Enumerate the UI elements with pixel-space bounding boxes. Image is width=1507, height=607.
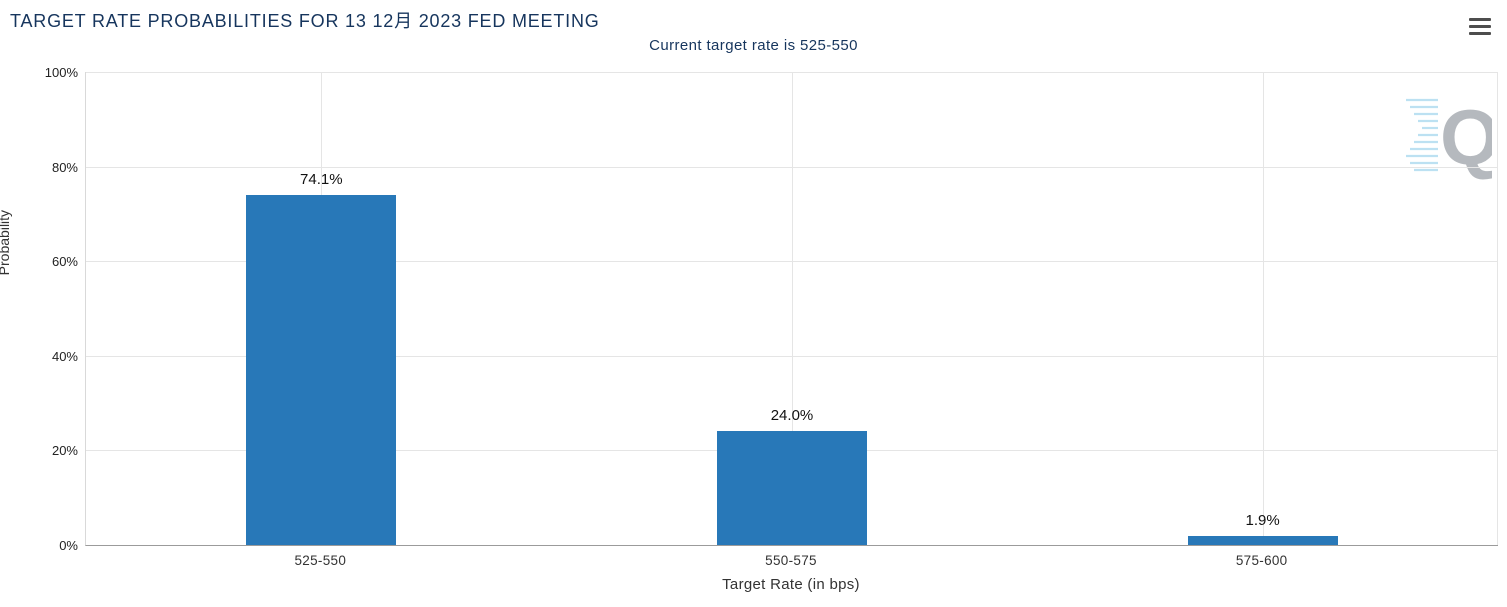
hamburger-menu-icon[interactable] <box>1469 18 1491 39</box>
bar-value-label: 74.1% <box>300 170 343 188</box>
svg-text:Q: Q <box>1440 93 1492 181</box>
x-tick-label: 575-600 <box>1235 553 1288 568</box>
y-tick-label: 40% <box>51 348 78 364</box>
x-tick-label: 525-550 <box>294 553 347 568</box>
vertical-gridline <box>1262 72 1264 545</box>
y-tick-label: 60% <box>51 254 78 270</box>
y-axis-tick-labels: 0% 20% 40% 60% 80% 100% <box>0 65 78 553</box>
chart-title: TARGET RATE PROBABILITIES FOR 13 12月 202… <box>10 11 600 31</box>
probability-bar[interactable] <box>1187 536 1338 545</box>
plot-area: Q 74.1% 24.0% 1.9% <box>85 72 1498 546</box>
bar-value-label: 1.9% <box>1245 512 1280 530</box>
y-tick-label: 80% <box>51 159 78 175</box>
probability-bar[interactable] <box>717 431 867 545</box>
x-axis-tick-labels: 525-550 550-575 575-600 <box>85 553 1497 568</box>
bar-value-label: 24.0% <box>770 407 814 425</box>
chart-subtitle: Current target rate is 525-550 <box>649 37 858 54</box>
hamburger-bar <box>1469 18 1491 21</box>
quandl-watermark-logo: Q <box>1406 93 1492 181</box>
hamburger-bar <box>1469 32 1491 35</box>
x-tick-label: 550-575 <box>765 553 817 568</box>
y-tick-label: 20% <box>51 443 78 459</box>
vertical-gridline <box>792 72 793 545</box>
vertical-gridline <box>1497 72 1498 545</box>
hamburger-bar <box>1469 25 1491 28</box>
y-tick-label: 0% <box>59 538 78 553</box>
probability-bar[interactable] <box>246 194 397 545</box>
y-tick-label: 100% <box>44 65 78 80</box>
x-axis-title: Target Rate (in bps) <box>722 576 860 593</box>
